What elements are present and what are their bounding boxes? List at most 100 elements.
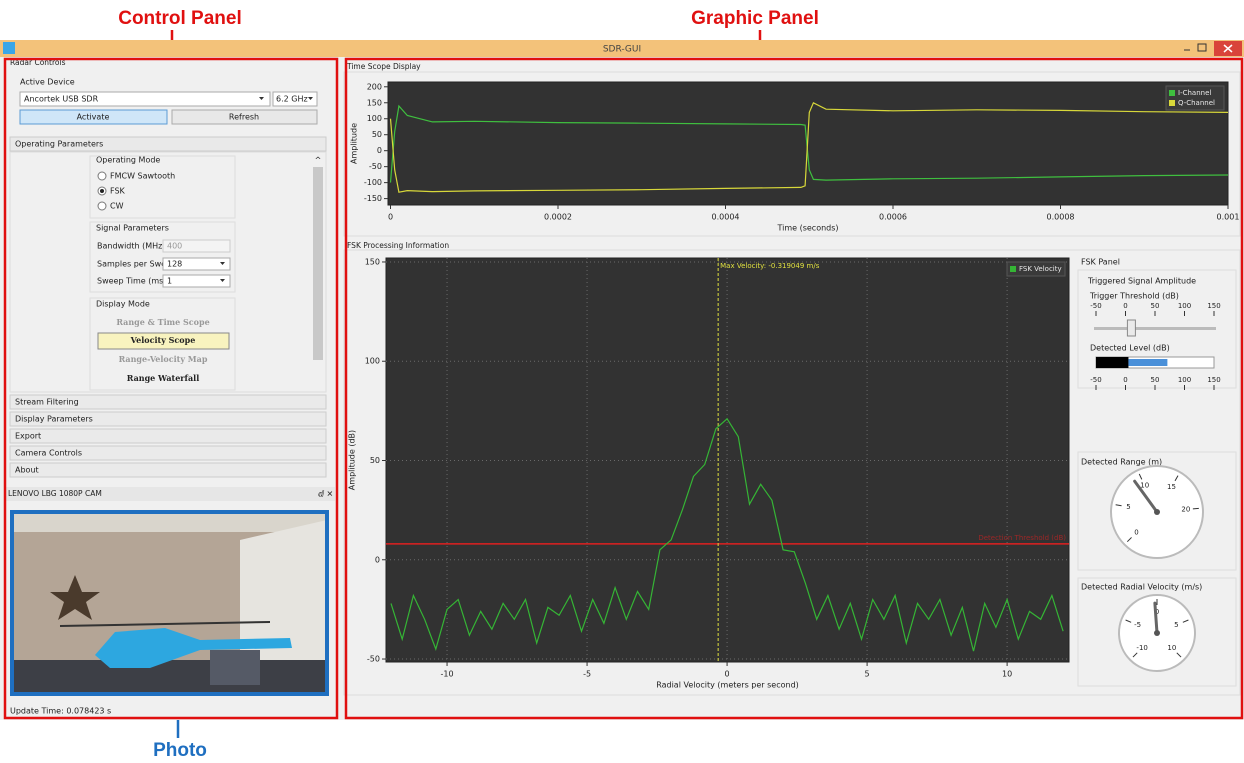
chair [210, 650, 260, 685]
scale-label: 100 [1178, 302, 1191, 310]
x-tick-label: 0.001 [1217, 213, 1240, 222]
y-axis-label: Amplitude [350, 123, 359, 164]
threshold-label: Detection Threshold (dB) [978, 534, 1066, 542]
app-icon [3, 42, 15, 54]
scale-label: 0 [1123, 302, 1127, 310]
gauge-label: 5 [1174, 621, 1178, 629]
gauge-label: Detected Range (m) [1081, 458, 1162, 467]
y-tick-label: -50 [367, 655, 380, 664]
device-value: Ancortek USB SDR [24, 95, 99, 104]
section-header[interactable] [10, 463, 326, 477]
scale-label: 150 [1207, 376, 1220, 384]
x-tick-label: 0.0002 [544, 213, 572, 222]
group-label: Active Device [20, 78, 75, 87]
legend-label: I-Channel [1178, 89, 1211, 97]
gauge-label: 5 [1126, 503, 1130, 511]
param-value: 1 [167, 277, 172, 286]
gauge-label: 10 [1167, 644, 1176, 652]
camera-controls[interactable]: ⅆ ✕ [318, 490, 333, 499]
param-combo[interactable] [163, 275, 230, 287]
y-tick-label: 200 [367, 82, 382, 91]
x-axis-label: Time (seconds) [776, 224, 838, 233]
window-title: SDR-GUI [603, 45, 641, 55]
slider-thumb[interactable] [1127, 320, 1135, 336]
group-label: Operating Mode [96, 156, 160, 165]
level-value [1128, 359, 1167, 366]
section-label: Display Parameters [15, 415, 93, 424]
x-axis-label: Radial Velocity (meters per second) [656, 681, 799, 690]
annotation-control-panel: Control Panel [118, 8, 242, 29]
scale-label: 100 [1178, 376, 1191, 384]
section-label: Export [15, 432, 41, 441]
gauge-label: Detected Radial Velocity (m/s) [1081, 583, 1202, 592]
legend-swatch [1169, 90, 1175, 96]
sections: Stream Filtering Display Parameters Export… [10, 395, 326, 477]
gauge-label: -10 [1136, 644, 1147, 652]
camera-title: LENOVO LBG 1080P CAM [8, 489, 102, 498]
y-tick-label: 0 [375, 555, 380, 564]
gauge-tick [1193, 508, 1199, 509]
level-label: Detected Level (dB) [1090, 344, 1170, 353]
x-tick-label: 0.0004 [712, 213, 740, 222]
scale-label: 50 [1151, 302, 1160, 310]
y-tick-label: -50 [369, 162, 382, 171]
screenshot: Control Panel Graphic Panel Photo SDR-GU… [0, 0, 1244, 763]
legend-label: Q-Channel [1178, 99, 1215, 107]
y-tick-label: 150 [367, 98, 382, 107]
group-label: Triggered Signal Amplitude [1087, 277, 1196, 286]
display-mode-button[interactable]: Range-Velocity Map [119, 354, 208, 364]
annotation-photo: Photo [153, 740, 207, 761]
param-value: 128 [167, 260, 182, 269]
section-label: Stream Filtering [15, 398, 79, 407]
group-label: Display Mode [96, 300, 150, 309]
radio[interactable] [98, 202, 106, 210]
frequency-value: 6.2 GHz [276, 95, 308, 104]
floor [12, 660, 327, 694]
display-mode-button[interactable]: Velocity Scope [130, 335, 196, 345]
gauge-hub [1154, 509, 1160, 515]
scrollbar[interactable] [313, 167, 323, 360]
gauge-label: 20 [1181, 505, 1190, 513]
annotation-graphic-panel: Graphic Panel [691, 8, 819, 29]
y-tick-label: 150 [365, 257, 380, 266]
x-tick-label: -10 [441, 670, 454, 679]
y-tick-label: 100 [367, 114, 382, 123]
scale-label: -50 [1090, 376, 1101, 384]
scroll-up[interactable]: ^ [315, 156, 322, 165]
section-header[interactable] [10, 429, 326, 443]
button-label: Activate [77, 113, 110, 122]
y-tick-label: 50 [372, 130, 382, 139]
gauge-label: -5 [1134, 621, 1141, 629]
slider-track [1094, 327, 1216, 330]
section-label: Camera Controls [15, 449, 82, 458]
section-label: About [15, 466, 39, 475]
max-velocity-label: Max Velocity: -0.319049 m/s [720, 262, 820, 270]
x-tick-label: 10 [1002, 670, 1012, 679]
legend-swatch [1169, 100, 1175, 106]
gauge-needle [1155, 603, 1157, 633]
button-label: Refresh [229, 113, 259, 122]
gauge-label: 0 [1134, 529, 1138, 537]
radio[interactable] [98, 172, 106, 180]
radio-dot [100, 189, 104, 193]
x-tick-label: 0.0006 [879, 213, 907, 222]
scale-label: 150 [1207, 302, 1220, 310]
group-label: Signal Parameters [96, 224, 169, 233]
y-axis-label: Amplitude (dB) [348, 430, 357, 490]
radio-label: FSK [110, 187, 126, 196]
panel-title: FSK Processing Information [347, 241, 449, 250]
display-mode-button[interactable]: Range & Time Scope [116, 317, 209, 327]
radio-label: CW [110, 202, 124, 211]
y-tick-label: 100 [365, 357, 380, 366]
panel-title: Time Scope Display [346, 62, 421, 71]
display-mode-button[interactable]: Range Waterfall [127, 373, 199, 383]
gauge-label: 15 [1167, 483, 1176, 491]
scale-label: 50 [1151, 376, 1160, 384]
scale-label: 0 [1123, 376, 1127, 384]
param-label: Sweep Time (ms) [97, 277, 166, 286]
param-value: 400 [167, 242, 182, 251]
y-tick-label: 50 [370, 456, 380, 465]
y-tick-label: 0 [377, 146, 382, 155]
x-tick-label: 0 [725, 670, 730, 679]
radio-label: FMCW Sawtooth [110, 172, 175, 181]
